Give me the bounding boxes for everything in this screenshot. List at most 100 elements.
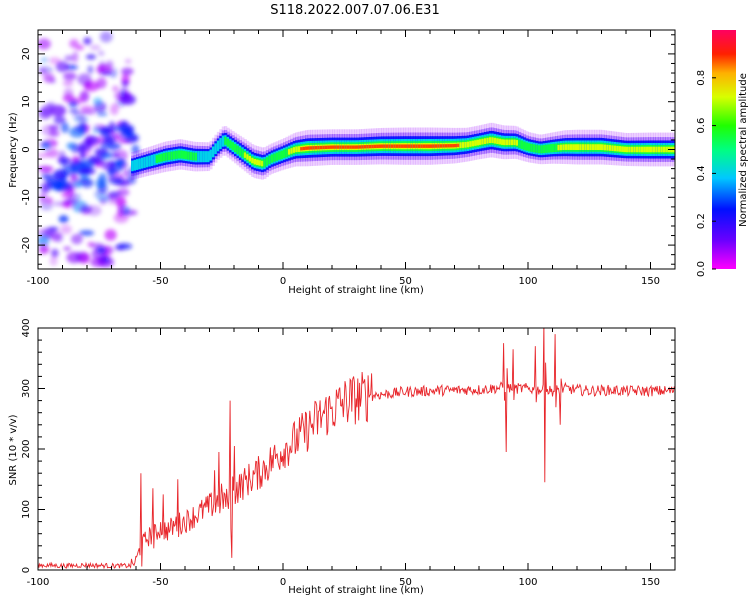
heatmap-cell xyxy=(471,140,475,147)
heatmap-cell xyxy=(312,146,316,150)
heatmap-cell xyxy=(513,139,517,146)
heatmap-cell xyxy=(165,152,169,161)
heatmap-cell xyxy=(481,138,485,145)
heatmap-blob xyxy=(100,199,107,205)
heatmap-blob xyxy=(119,130,134,139)
heatmap-cell xyxy=(577,144,581,151)
heatmap-cell xyxy=(376,144,380,148)
heatmap-blob xyxy=(62,94,75,103)
heatmap-cell xyxy=(643,146,647,153)
heatmap-cell xyxy=(618,146,622,152)
x-tick-label: 0 xyxy=(280,276,286,287)
heatmap-cell xyxy=(562,144,566,151)
heatmap-cell xyxy=(194,152,198,161)
heatmap-cell xyxy=(322,145,326,150)
heatmap-cell xyxy=(216,140,220,152)
heatmap-cell xyxy=(652,146,656,153)
x-tick-label: 100 xyxy=(518,276,537,287)
heatmap-cell xyxy=(214,143,218,155)
colorbar-tick-label: 0.8 xyxy=(696,70,707,86)
heatmap-cell xyxy=(466,141,470,148)
heatmap-blob xyxy=(96,112,108,117)
heatmap-blob xyxy=(131,144,140,155)
heatmap-blob xyxy=(78,229,95,237)
heatmap-cell xyxy=(275,152,279,161)
x-tick-label: 50 xyxy=(399,276,412,287)
heatmap-cell xyxy=(650,146,654,153)
heatmap-cell xyxy=(256,159,260,166)
heatmap-cell xyxy=(420,144,424,148)
heatmap-blob xyxy=(87,241,94,247)
heatmap-cell xyxy=(515,140,519,146)
heatmap-cell xyxy=(493,137,497,144)
heatmap-cell xyxy=(356,145,360,149)
heatmap-blob xyxy=(72,51,79,63)
heatmap-cell xyxy=(258,160,262,166)
heatmap-cell xyxy=(260,160,264,167)
x-tick-label: 150 xyxy=(641,577,660,588)
heatmap-cell xyxy=(344,145,348,149)
heatmap-blob xyxy=(43,73,55,83)
heatmap-cell xyxy=(591,144,595,151)
heatmap-blob xyxy=(38,152,49,159)
x-tick-label: 50 xyxy=(399,577,412,588)
heatmap-cell xyxy=(655,146,659,153)
heatmap-cell xyxy=(265,157,269,166)
heatmap-blob xyxy=(115,196,126,209)
heatmap-blob xyxy=(50,104,67,117)
heatmap-cell xyxy=(400,144,404,148)
heatmap-cell xyxy=(231,142,235,151)
heatmap-blob xyxy=(68,108,80,114)
heatmap-cell xyxy=(229,140,233,149)
colorbar-gradient xyxy=(712,30,736,269)
heatmap-cell xyxy=(454,143,458,148)
heatmap-cell xyxy=(410,144,414,148)
heatmap-cell xyxy=(341,145,345,149)
heatmap-cell xyxy=(430,144,434,148)
heatmap-cell xyxy=(148,155,152,167)
heatmap-cell xyxy=(226,138,230,147)
heatmap-cell xyxy=(422,144,426,148)
colorbar: 0.0 0.2 0.4 0.6 0.8 Normalized spectral ampl… xyxy=(696,30,749,277)
heatmap-cell xyxy=(459,142,463,149)
heatmap-cell xyxy=(238,147,242,156)
heatmap-blob xyxy=(87,65,94,74)
heatmap-blob xyxy=(53,232,64,243)
colorbar-ticks: 0.0 0.2 0.4 0.6 0.8 xyxy=(696,70,716,277)
heatmap-cell xyxy=(307,146,311,150)
heatmap-blob xyxy=(40,202,53,211)
heatmap-blob xyxy=(41,124,55,136)
heatmap-cell xyxy=(268,155,272,164)
heatmap-cell xyxy=(145,156,149,168)
heatmap-cell xyxy=(594,144,598,151)
x-tick-label: 150 xyxy=(641,276,660,287)
heatmap-cell xyxy=(532,144,536,153)
heatmap-cell xyxy=(599,144,603,151)
heatmap-blob xyxy=(40,141,52,150)
heatmap-cell xyxy=(197,151,201,163)
heatmap-cell xyxy=(278,151,282,160)
heatmap-blob xyxy=(70,234,83,245)
heatmap-cell xyxy=(251,157,255,164)
heatmap-cell xyxy=(314,146,318,150)
heatmap-cell xyxy=(616,145,620,152)
heatmap-cell xyxy=(221,135,225,147)
heatmap-blob xyxy=(99,125,112,136)
heatmap-cell xyxy=(442,144,446,148)
heatmap-cell xyxy=(131,160,135,172)
heatmap-cell xyxy=(439,144,443,148)
heatmap-cell xyxy=(332,145,336,149)
heatmap-blob xyxy=(93,97,103,106)
heatmap-blob xyxy=(99,31,113,43)
heatmap-blob xyxy=(96,246,107,254)
heatmap-blob xyxy=(59,157,70,167)
heatmap-blob xyxy=(38,66,54,74)
heatmap-blob xyxy=(58,215,69,223)
heatmap-cell xyxy=(633,146,637,153)
heatmap-cell xyxy=(640,146,644,153)
heatmap-blob xyxy=(109,67,118,79)
heatmap-blob xyxy=(94,147,109,157)
heatmap-cell xyxy=(456,143,460,148)
heatmap-ridge xyxy=(131,122,675,180)
heatmap-blob xyxy=(72,155,79,162)
